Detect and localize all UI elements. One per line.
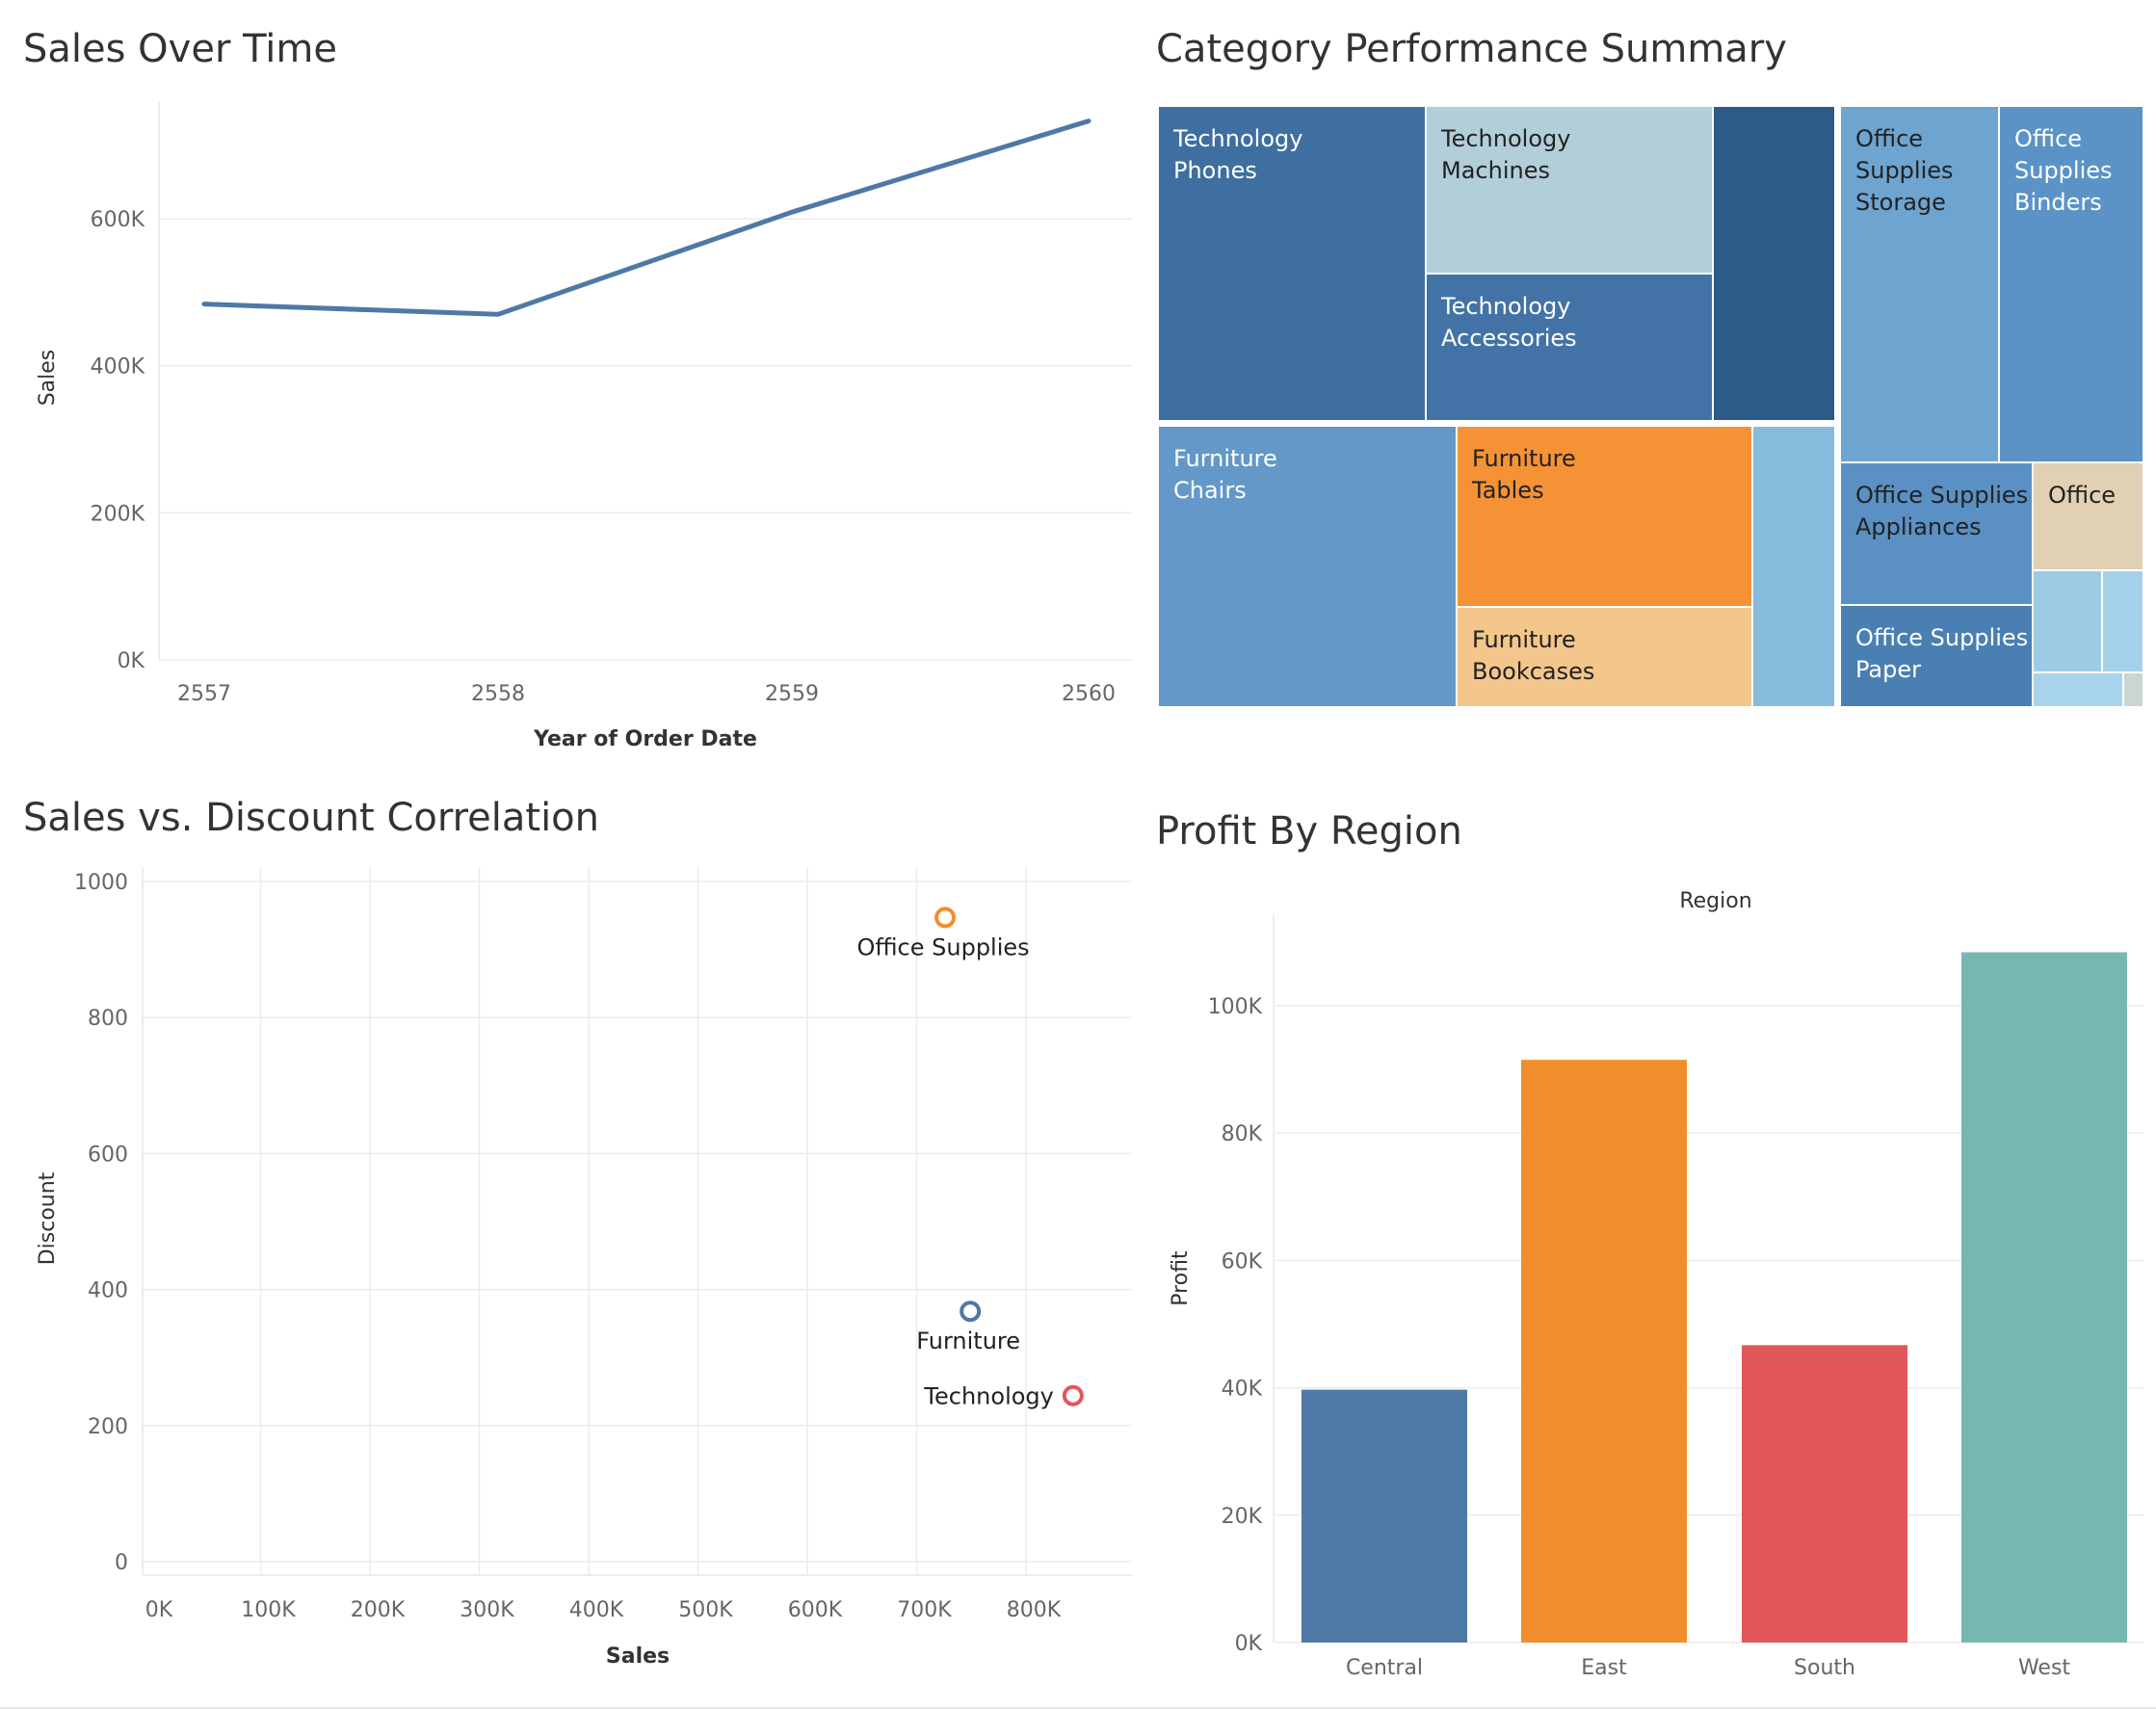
scatter-point [934,907,957,929]
x-tick-label: 300K [460,1598,514,1622]
x-tick-label: Central [1346,1656,1423,1680]
x-tick-label: South [1794,1656,1855,1680]
x-tick-label: East [1581,1656,1627,1680]
bar-south [1742,1345,1907,1643]
treemap-tile-label: Office [1855,125,1923,152]
treemap-tile-label: Accessories [1441,325,1577,352]
profit-by-region-title: Profit By Region [1156,809,1462,854]
treemap-tile-label: Appliances [1855,513,1982,540]
x-tick-label: 2557 [177,682,231,706]
y-tick-label: 40K [1222,1378,1263,1402]
category-performance-title: Category Performance Summary [1156,27,1787,71]
y-tick-label: 0 [115,1551,128,1575]
treemap-tile-label: Chairs [1173,477,1247,504]
treemap-tile-label: Paper [1855,656,1921,683]
x-tick-label: 2559 [765,682,819,706]
treemap-tile-label: Technology [1440,293,1570,320]
treemap-tile-label: Supplies [1855,157,1954,184]
scatter-point [1062,1384,1084,1407]
treemap-tile [1998,105,2144,463]
y-tick-label: 200 [88,1415,128,1439]
treemap-tile [1839,604,2034,708]
treemap-tile-label: Binders [2014,189,2102,216]
scatter-point-label: Technology [923,1383,1053,1410]
y-axis-title: Discount [36,1171,60,1265]
x-tick-label: 200K [351,1598,406,1622]
scatter-point-label: Office Supplies [856,933,1029,960]
bar-east [1521,1060,1687,1643]
x-tick-label: 700K [897,1598,952,1622]
y-tick-label: 200K [91,502,145,526]
y-axis-title: Profit [1169,1250,1193,1306]
x-axis-title: Sales [606,1644,670,1669]
treemap-tile-label: Storage [1855,189,1946,216]
y-tick-label: 1000 [74,871,128,895]
treemap-tile [1456,425,1753,608]
y-tick-label: 60K [1222,1249,1263,1274]
sales-vs-discount-title: Sales vs. Discount Correlation [23,796,600,840]
y-tick-label: 0K [1235,1632,1263,1656]
treemap-tile-label: Furniture [1173,445,1277,472]
treemap-tile [2032,569,2103,673]
x-tick-label: 2558 [471,682,525,706]
treemap-tile-label: Office Supplies [1855,624,2028,651]
treemap-tile [1425,273,1714,422]
x-tick-label: 2560 [1062,682,1116,706]
treemap-tile [2032,461,2144,571]
y-tick-label: 400K [91,355,145,380]
x-tick-label: 500K [678,1598,733,1622]
column-header: Region [1679,889,1751,913]
treemap-tile-label: Bookcases [1472,658,1594,685]
y-tick-label: 20K [1222,1505,1263,1529]
bottom-divider [0,1707,2156,1709]
bar-west [1961,952,2127,1643]
x-axis-title: Year of Order Date [533,727,757,751]
treemap-tile [1751,425,1836,708]
treemap-tile-label: Office [2048,482,2116,509]
treemap-tile-label: Machines [1441,157,1550,184]
scatter-point-label: Furniture [916,1328,1020,1354]
treemap-tile-label: Technology [1172,125,1302,152]
y-tick-label: 800 [88,1007,128,1031]
treemap-tile-label: Phones [1173,157,1257,184]
scatter-point [960,1301,982,1323]
treemap-tile-label: Technology [1440,125,1570,152]
treemap-tile [2032,671,2124,708]
sales-over-time-title: Sales Over Time [23,27,337,71]
treemap-tile-label: Tables [1471,477,1544,504]
y-axis-title: Sales [36,350,60,407]
x-tick-label: 100K [241,1598,296,1622]
treemap-tile [1456,606,1753,708]
treemap-tile [1157,105,1427,422]
y-tick-label: 80K [1222,1122,1263,1146]
treemap-tile [1425,105,1714,275]
x-tick-label: West [2018,1656,2070,1680]
treemap-tile-label: Furniture [1472,445,1576,472]
y-tick-label: 0K [118,649,145,673]
treemap-tile [1712,105,1836,422]
treemap-tile [2101,569,2144,673]
y-tick-label: 600K [91,208,145,232]
treemap-tile-label: Office Supplies [1855,482,2028,509]
sales-line [201,118,1091,317]
treemap-tile [1839,461,2034,606]
y-tick-label: 100K [1208,995,1263,1019]
y-tick-label: 400 [88,1279,128,1303]
treemap-tile-label: Supplies [2014,157,2113,184]
x-tick-label: 400K [569,1598,624,1622]
bar-central [1301,1389,1467,1643]
x-tick-label: 800K [1007,1598,1062,1622]
treemap-tile-label: Furniture [1472,626,1576,653]
treemap-tile [1839,105,2000,463]
x-tick-label: 600K [788,1598,843,1622]
treemap-tile [2122,671,2144,708]
y-tick-label: 600 [88,1143,128,1167]
x-tick-label: 0K [145,1598,173,1622]
treemap-tile-label: Office [2014,125,2082,152]
